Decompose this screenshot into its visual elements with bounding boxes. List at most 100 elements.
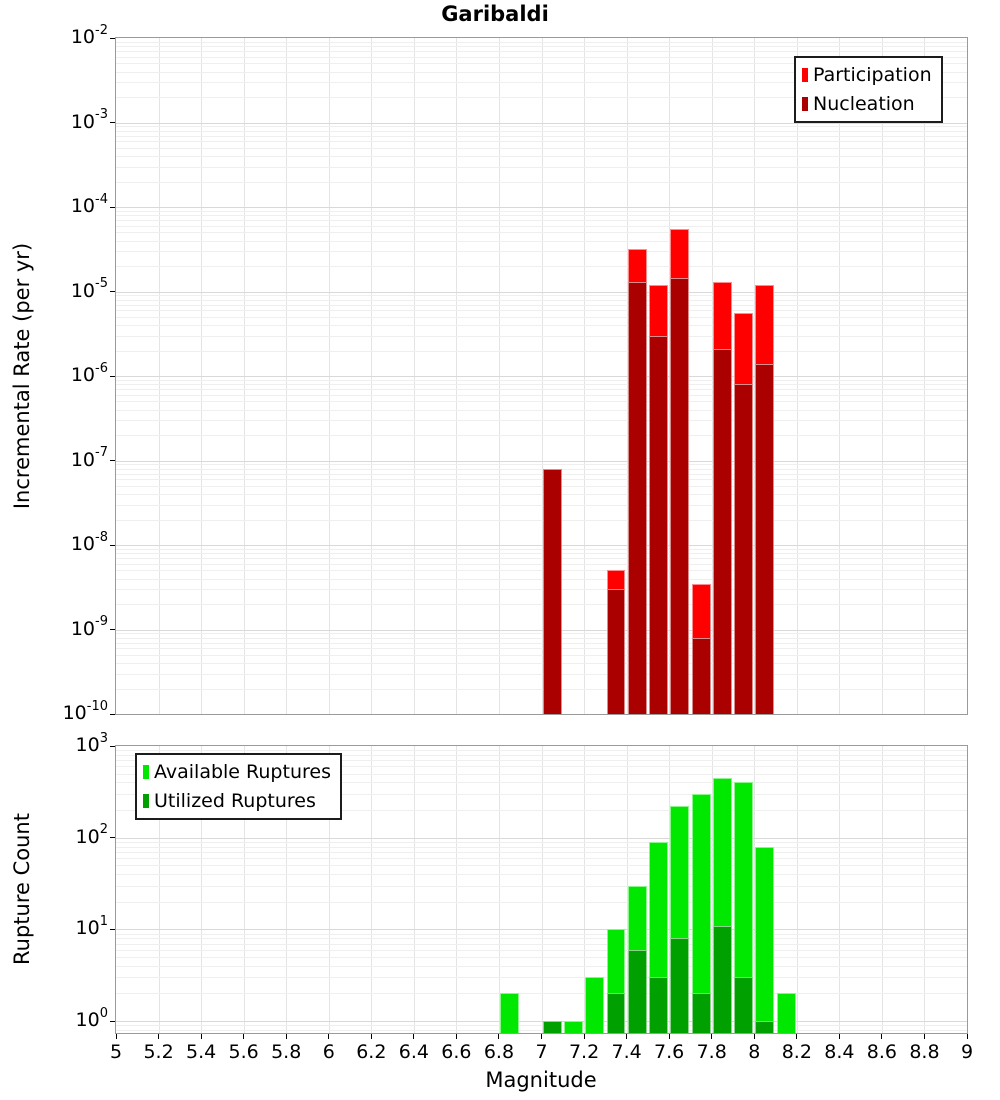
x-tick <box>455 1034 457 1039</box>
y-tick-label: 10-10 <box>62 698 108 724</box>
minor-gridline <box>116 965 967 967</box>
minor-gridline <box>116 548 967 550</box>
minor-gridline <box>116 71 967 73</box>
chart-title: Garibaldi <box>441 2 549 26</box>
y-tick <box>110 837 115 839</box>
x-tick <box>243 1034 245 1039</box>
minor-gridline <box>116 473 967 475</box>
participation-legend-label: Participation <box>813 64 932 86</box>
y-tick <box>110 375 115 377</box>
y-tick <box>110 37 115 39</box>
major-gridline <box>116 629 967 631</box>
minor-gridline <box>116 901 967 903</box>
x-tick-label: 6 <box>322 1041 335 1063</box>
x-tick-label: 9 <box>960 1041 974 1063</box>
y-tick <box>110 745 115 747</box>
y-tick-label: 10-3 <box>70 107 108 133</box>
nucleation-bar <box>542 468 562 714</box>
y-tick-label: 10-9 <box>70 614 108 640</box>
minor-gridline <box>116 316 967 318</box>
utilized-ruptures-bar <box>606 993 626 1033</box>
minor-gridline <box>116 335 967 337</box>
participation-swatch-icon <box>802 68 808 82</box>
minor-gridline <box>116 648 967 650</box>
vertical-gridline <box>371 746 373 1033</box>
major-gridline <box>116 207 967 208</box>
minor-gridline <box>116 350 967 352</box>
minor-gridline <box>116 46 967 48</box>
vertical-gridline <box>754 746 756 1033</box>
y-tick <box>110 544 115 546</box>
x-tick-label: 6.2 <box>356 1041 387 1063</box>
available-ruptures-bar <box>563 1021 583 1033</box>
x-tick-label: 7.8 <box>696 1041 727 1063</box>
minor-gridline <box>116 295 967 297</box>
nucleation-bar <box>734 384 754 714</box>
x-tick-label: 5.2 <box>143 1041 174 1063</box>
utilized-ruptures-swatch-icon <box>143 794 149 808</box>
bottom-y-axis-label: Rupture Count <box>10 813 34 965</box>
minor-gridline <box>116 220 967 222</box>
minor-gridline <box>116 938 967 940</box>
x-tick <box>668 1034 670 1039</box>
minor-gridline <box>116 126 967 128</box>
major-gridline <box>116 376 967 377</box>
bottom-legend: Available Ruptures Utilized Ruptures <box>135 753 342 820</box>
utilized-ruptures-bar <box>755 1021 775 1033</box>
minor-gridline <box>116 504 967 506</box>
minor-gridline <box>116 401 967 403</box>
available-ruptures-swatch-icon <box>143 765 149 779</box>
x-tick <box>115 1034 117 1039</box>
minor-gridline <box>116 210 967 212</box>
x-tick-label: 8.2 <box>781 1041 812 1063</box>
minor-gridline <box>116 251 967 253</box>
minor-gridline <box>116 166 967 168</box>
x-tick-label: 7 <box>535 1041 548 1063</box>
minor-gridline <box>116 310 967 312</box>
x-tick-label: 5.4 <box>185 1041 217 1063</box>
minor-gridline <box>116 956 967 958</box>
minor-gridline <box>116 688 967 690</box>
x-tick-label: 8.4 <box>824 1041 855 1063</box>
major-gridline <box>116 291 967 293</box>
vertical-gridline <box>881 746 883 1033</box>
y-tick <box>110 206 115 208</box>
vertical-gridline <box>796 746 798 1033</box>
nucleation-swatch-icon <box>802 97 808 111</box>
minor-gridline <box>116 479 967 481</box>
nucleation-bar <box>670 277 690 714</box>
minor-gridline <box>116 464 967 466</box>
minor-gridline <box>116 379 967 381</box>
major-gridline <box>116 545 967 546</box>
x-tick <box>370 1034 372 1039</box>
nucleation-bar <box>649 335 668 714</box>
vertical-gridline <box>541 746 543 1033</box>
x-tick <box>711 1034 713 1039</box>
minor-gridline <box>116 885 967 887</box>
y-tick-label: 10-2 <box>70 22 108 48</box>
x-tick <box>328 1034 330 1039</box>
minor-gridline <box>116 147 967 149</box>
minor-gridline <box>116 589 967 591</box>
minor-gridline <box>116 225 967 227</box>
available-ruptures-bar <box>776 993 796 1033</box>
y-tick-label: 10-5 <box>70 276 108 302</box>
minor-gridline <box>116 977 967 979</box>
minor-gridline <box>116 1025 967 1027</box>
x-tick-label: 8.8 <box>909 1041 940 1063</box>
y-tick <box>110 122 115 123</box>
vertical-gridline <box>711 746 713 1033</box>
x-tick <box>498 1034 500 1039</box>
minor-gridline <box>116 663 967 665</box>
x-tick <box>881 1034 883 1039</box>
minor-gridline <box>116 63 967 65</box>
minor-gridline <box>116 793 967 795</box>
minor-gridline <box>116 570 967 572</box>
y-tick-label: 102 <box>75 822 108 848</box>
x-tick-label: 5.6 <box>228 1041 259 1063</box>
minor-gridline <box>116 384 967 386</box>
x-tick <box>200 1034 202 1039</box>
minor-gridline <box>116 494 967 496</box>
minor-gridline <box>116 141 967 143</box>
minor-gridline <box>116 97 967 99</box>
